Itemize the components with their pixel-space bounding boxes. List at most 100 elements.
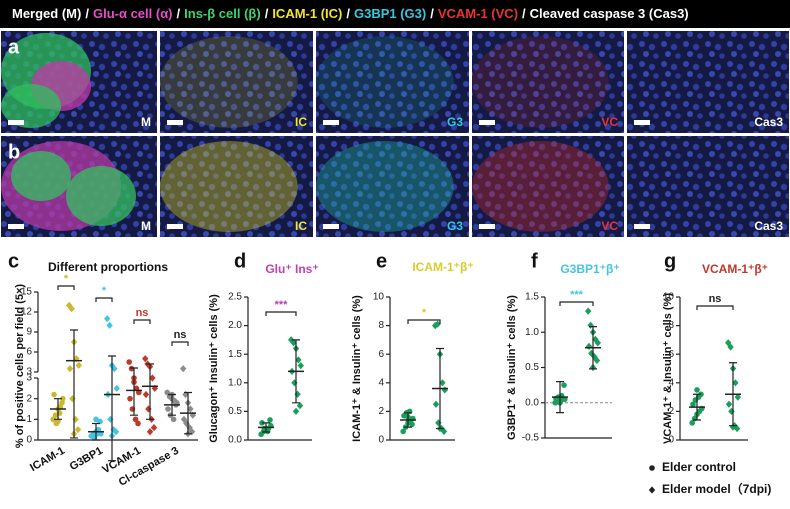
data-point	[561, 382, 567, 388]
panel-letter: d	[234, 250, 246, 272]
micrograph	[472, 31, 624, 133]
x-tick-label: G3BP1	[68, 445, 105, 473]
header-item: VCAM-1 (VC)	[438, 6, 518, 21]
data-point	[93, 416, 99, 423]
data-point	[150, 424, 158, 432]
panel-label: VC	[601, 219, 618, 233]
data-point	[180, 415, 188, 423]
y-tick-label: 0.5	[228, 406, 242, 417]
separator: /	[85, 6, 89, 21]
data-point	[296, 402, 304, 410]
significance: ***	[570, 289, 584, 301]
data-point	[59, 400, 65, 406]
data-point	[440, 427, 448, 436]
sd-bar	[146, 363, 154, 420]
data-point	[149, 374, 156, 382]
data-point	[409, 421, 415, 428]
data-point	[434, 320, 441, 328]
y-tick-label: 2	[668, 406, 674, 417]
significance: ns	[136, 307, 149, 319]
sd-bar	[92, 422, 100, 441]
header: Merged (M) / Glu-α cell (α) / Ins-β cell (β)…	[12, 6, 689, 21]
data-point	[135, 420, 141, 427]
data-point	[50, 416, 56, 423]
scale-bar	[167, 120, 183, 125]
data-point	[69, 395, 76, 403]
scale-bar	[634, 224, 650, 229]
y-tick-label: 0	[378, 435, 384, 446]
data-point	[66, 365, 74, 373]
scale-bar	[323, 224, 339, 229]
y-tick-label: 6	[26, 347, 32, 358]
data-point	[165, 406, 171, 412]
sd-bar	[70, 329, 78, 439]
sd-bar	[729, 362, 737, 427]
y-axis-label: VCAM-1⁺ & Insulin⁺ cells (%)	[662, 293, 674, 444]
data-point	[694, 387, 700, 393]
data-point	[74, 426, 82, 434]
data-point	[727, 343, 734, 351]
legend-marker	[648, 486, 656, 494]
header-item: ICAM-1 (IC)	[272, 6, 342, 21]
y-tick-label: 6	[378, 349, 384, 360]
panel-letter: g	[664, 250, 676, 272]
micrograph	[316, 31, 469, 133]
data-point	[689, 420, 695, 426]
data-point	[725, 400, 733, 408]
significance: ns	[174, 329, 187, 341]
data-point	[728, 407, 735, 415]
y-tick-label: -0.5	[522, 433, 540, 444]
sd-bar	[262, 422, 270, 433]
data-point	[72, 415, 79, 423]
data-point	[112, 428, 120, 436]
chart-title: G3BP1⁺β⁺	[560, 262, 619, 276]
micrograph	[160, 136, 313, 237]
data-point	[186, 424, 193, 432]
micrograph	[316, 136, 469, 237]
y-tick-label: 3	[26, 367, 32, 378]
data-point	[295, 356, 302, 364]
panel-label: VC	[601, 115, 618, 129]
y-tick-label: 2	[26, 393, 32, 404]
significance: ns	[709, 293, 722, 305]
header-item: Ins-β cell (β)	[184, 6, 261, 21]
sd-bar	[404, 412, 412, 428]
data-point	[55, 418, 61, 425]
y-tick-label: 10	[663, 292, 675, 303]
separator: /	[430, 6, 434, 21]
y-tick-label: 4	[378, 377, 384, 388]
data-point	[291, 379, 298, 387]
y-tick-label: 0.0	[228, 435, 242, 446]
chart-title: VCAM-1⁺β⁺	[702, 262, 768, 276]
data-point	[68, 305, 75, 313]
header-item: Glu-α cell (α)	[93, 6, 173, 21]
legend-label: Elder control	[662, 460, 736, 474]
separator: /	[346, 6, 350, 21]
significance: *	[64, 273, 69, 285]
stain	[472, 36, 609, 128]
data-point	[145, 405, 152, 413]
data-point	[594, 339, 601, 347]
panel-label: IC	[295, 115, 307, 129]
separator: /	[265, 6, 269, 21]
y-tick-label: 1.5	[525, 292, 539, 303]
sd-bar	[693, 393, 701, 421]
data-point	[75, 361, 82, 369]
sd-bar	[184, 391, 192, 435]
stain	[160, 36, 298, 128]
data-point	[294, 390, 301, 398]
y-tick-label: 15	[21, 287, 33, 298]
stain	[472, 141, 609, 232]
y-tick-label: 1.0	[228, 377, 242, 388]
panel-label: Cas3	[754, 219, 783, 233]
y-tick-label: 2	[378, 406, 384, 417]
panel-label: G3	[447, 115, 463, 129]
scale-bar	[634, 120, 650, 125]
panel-label: M	[141, 219, 151, 233]
data-point	[189, 411, 196, 419]
data-point	[142, 355, 149, 363]
sd-bar	[108, 355, 116, 462]
scale-bar	[323, 120, 339, 125]
data-point	[104, 315, 111, 323]
y-tick-label: 6	[668, 349, 674, 360]
